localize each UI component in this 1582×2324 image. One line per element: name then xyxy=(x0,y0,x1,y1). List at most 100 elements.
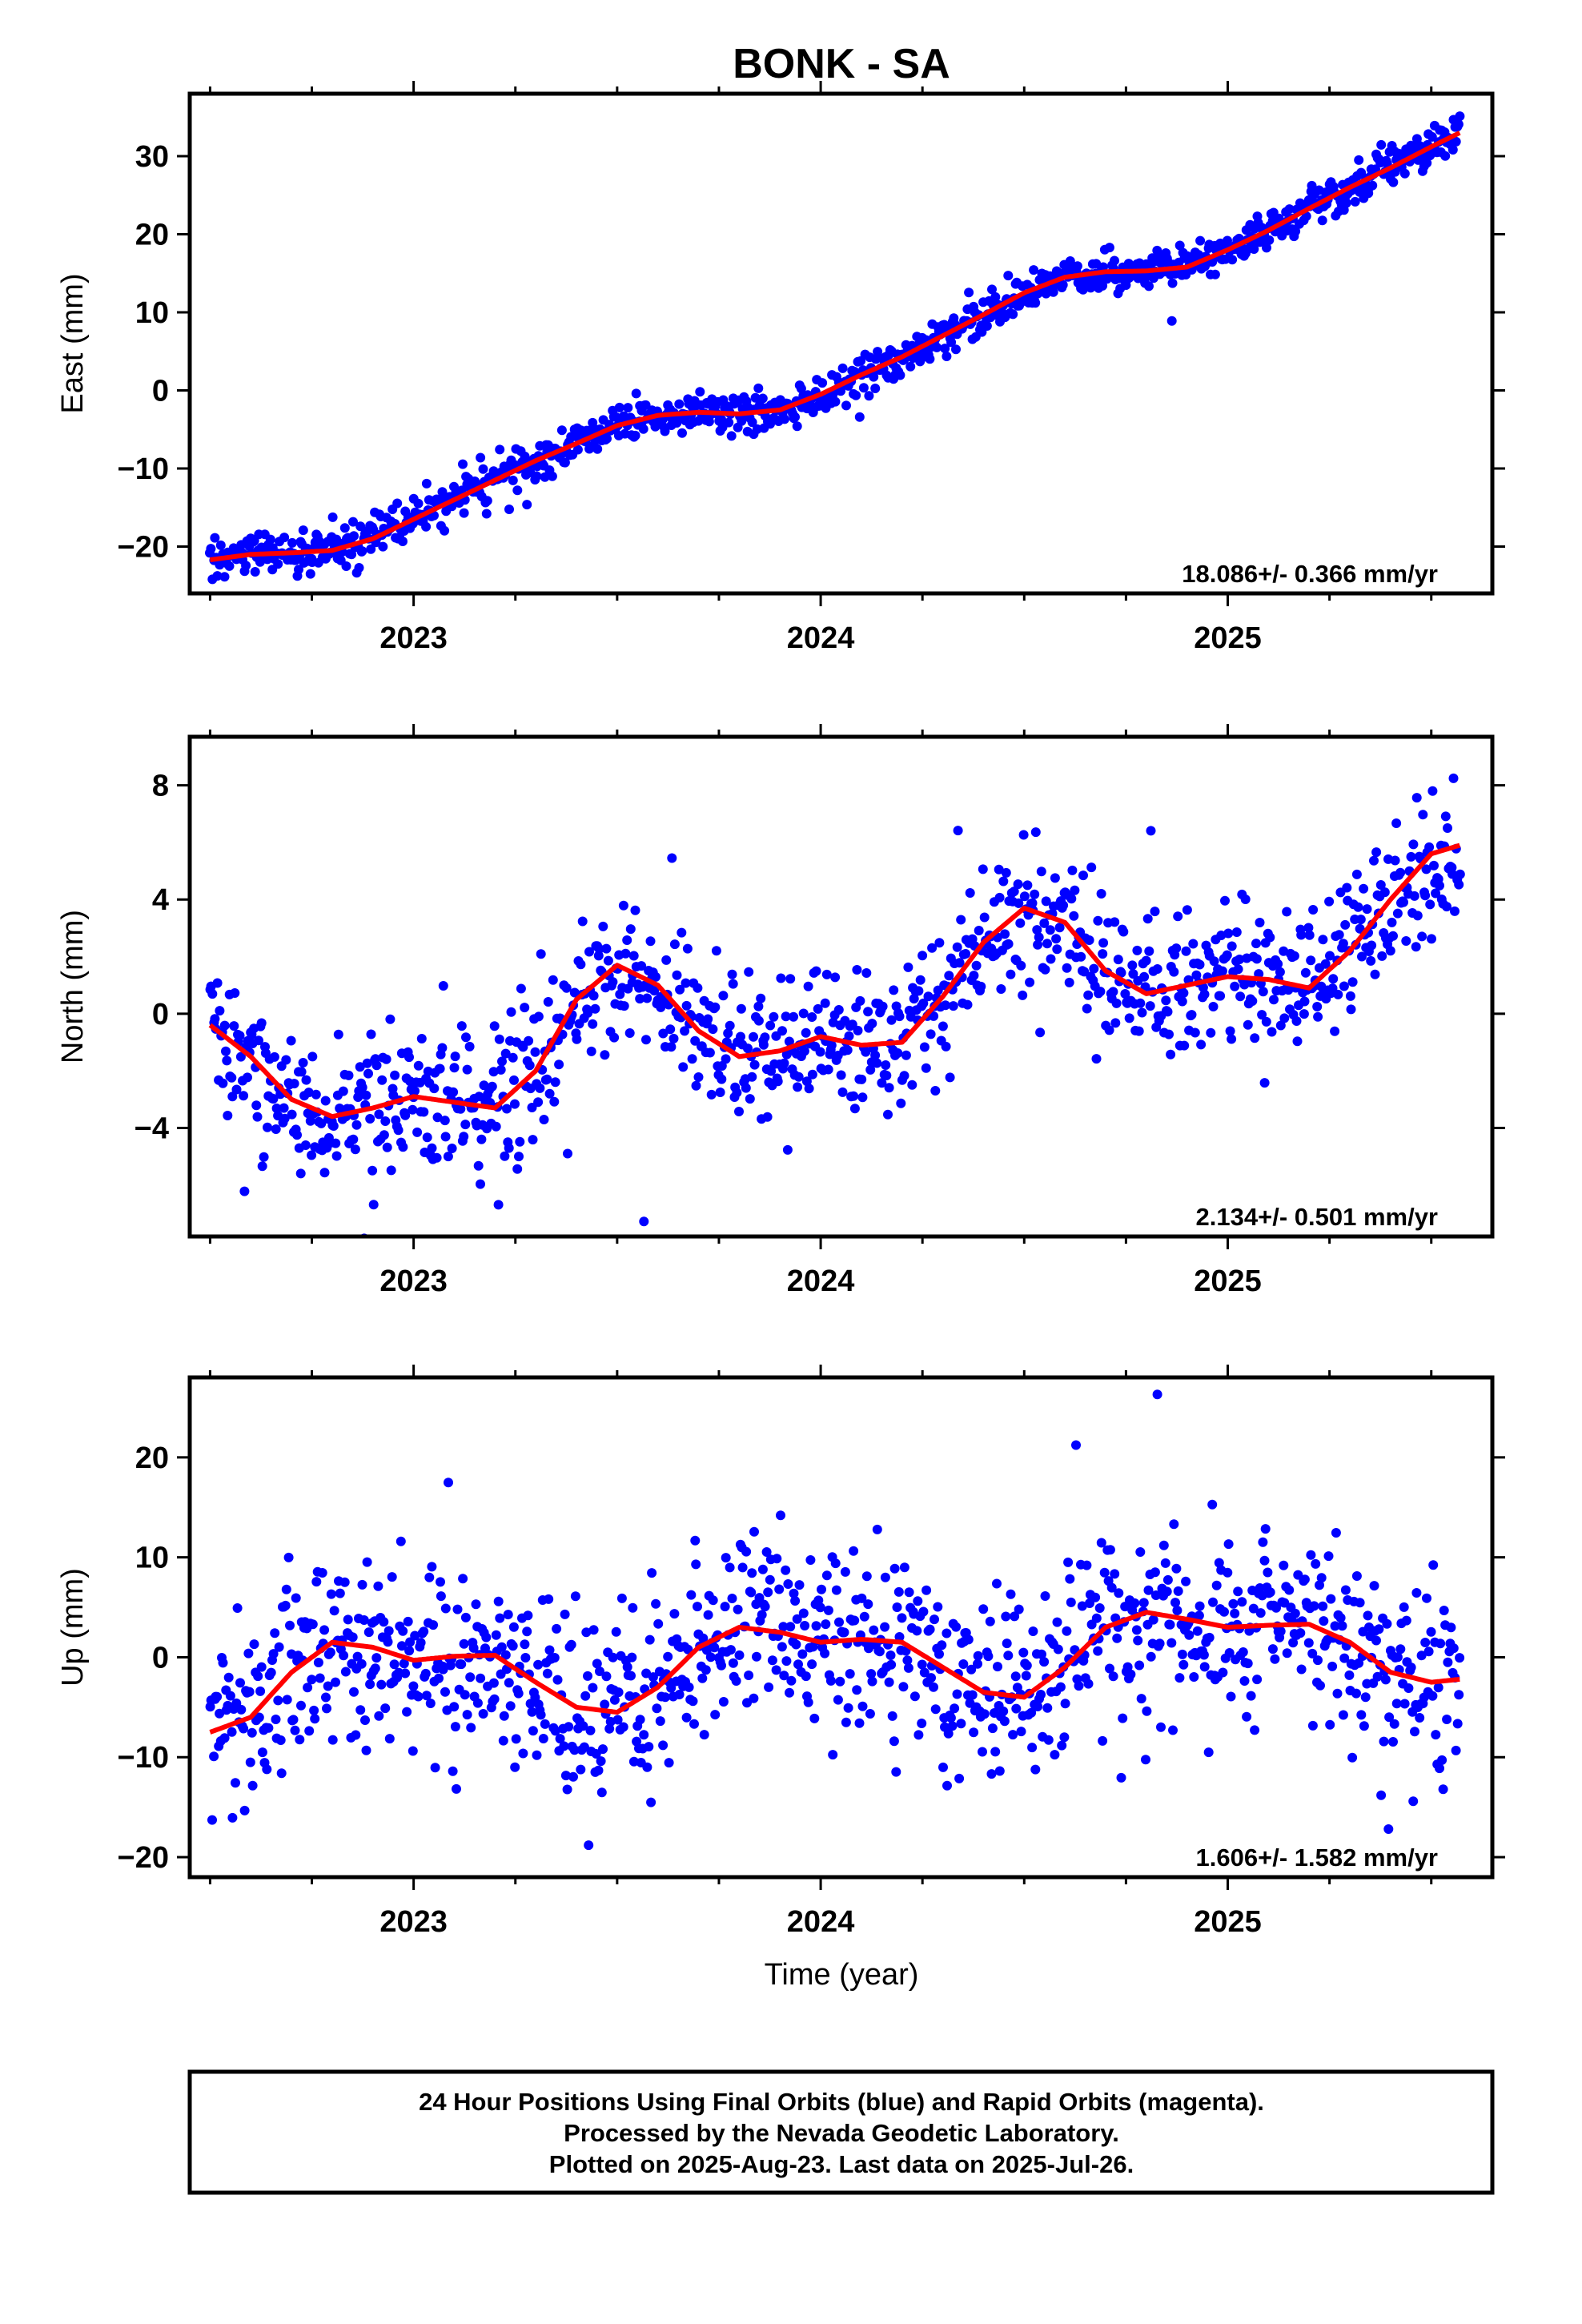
data-point xyxy=(303,1088,314,1098)
data-point xyxy=(1289,951,1299,961)
data-point xyxy=(279,533,290,543)
data-point xyxy=(1435,1638,1446,1649)
data-point xyxy=(780,414,789,424)
data-point xyxy=(287,537,297,548)
data-point xyxy=(398,1626,408,1636)
data-point xyxy=(749,1059,760,1070)
data-point xyxy=(1191,970,1202,980)
data-point xyxy=(386,1165,396,1176)
data-point xyxy=(428,1620,439,1630)
data-point xyxy=(1306,1550,1316,1560)
data-point xyxy=(1315,1680,1325,1691)
data-point xyxy=(999,1716,1010,1727)
data-point xyxy=(858,383,869,393)
data-point xyxy=(917,1659,927,1670)
data-point xyxy=(1084,935,1094,945)
data-point xyxy=(669,1609,680,1619)
data-point xyxy=(645,936,656,947)
data-point xyxy=(764,1682,774,1692)
data-point xyxy=(1126,1669,1136,1679)
data-point xyxy=(1417,931,1427,942)
data-point xyxy=(1053,1644,1063,1655)
data-point xyxy=(954,958,965,968)
data-point xyxy=(932,342,942,352)
data-point xyxy=(1018,830,1029,840)
data-point xyxy=(1454,1690,1464,1700)
data-point xyxy=(307,1150,317,1160)
data-point xyxy=(305,1116,315,1126)
data-point xyxy=(1318,1601,1328,1611)
data-point xyxy=(870,1050,881,1060)
data-point xyxy=(249,1639,259,1650)
data-point xyxy=(1142,1706,1152,1716)
data-point xyxy=(746,1587,757,1598)
data-point xyxy=(1440,151,1451,161)
data-point xyxy=(576,959,586,970)
data-point xyxy=(792,1614,802,1624)
data-point xyxy=(905,361,916,372)
data-point xyxy=(1181,946,1191,956)
data-point xyxy=(727,1594,737,1603)
data-point xyxy=(500,1650,511,1660)
y-tick-label: 30 xyxy=(135,140,169,174)
data-point xyxy=(1356,1710,1367,1720)
data-point xyxy=(883,1109,893,1120)
data-point xyxy=(520,1653,531,1663)
data-point xyxy=(219,1020,230,1031)
data-point xyxy=(1132,945,1142,955)
data-point xyxy=(1435,880,1444,891)
data-point xyxy=(347,549,357,560)
data-point xyxy=(522,1626,532,1637)
data-point xyxy=(456,1104,466,1114)
data-point xyxy=(1108,1671,1118,1682)
data-point xyxy=(628,951,639,961)
data-point xyxy=(718,991,729,1001)
data-point xyxy=(1130,1598,1140,1608)
data-point xyxy=(1199,1662,1210,1672)
data-point xyxy=(317,1568,327,1578)
data-point xyxy=(1282,907,1292,917)
data-point xyxy=(329,1606,339,1616)
data-point xyxy=(907,1080,917,1090)
data-point xyxy=(958,1659,969,1669)
data-point xyxy=(1083,990,1094,1000)
data-point xyxy=(790,412,800,422)
y-tick-label: 0 xyxy=(152,998,169,1031)
data-point xyxy=(1082,1560,1092,1570)
data-point xyxy=(800,1621,810,1630)
data-point xyxy=(969,1727,979,1738)
data-point xyxy=(1395,1644,1406,1655)
data-point xyxy=(1122,1662,1133,1672)
data-point xyxy=(658,1028,669,1039)
data-point xyxy=(354,563,364,573)
data-point xyxy=(298,1058,308,1068)
data-point xyxy=(915,975,926,985)
data-point xyxy=(303,1683,313,1693)
data-point xyxy=(813,1003,823,1014)
data-point xyxy=(622,935,632,945)
data-point xyxy=(1168,1725,1178,1735)
data-point xyxy=(402,1707,412,1717)
data-point xyxy=(239,1091,249,1101)
data-point xyxy=(893,1586,904,1597)
data-point xyxy=(1392,908,1403,919)
data-point xyxy=(1255,918,1265,927)
data-point xyxy=(620,948,631,959)
data-point xyxy=(1111,998,1122,1008)
data-point xyxy=(880,1572,890,1582)
data-point xyxy=(1380,1675,1391,1685)
data-point xyxy=(990,292,1001,302)
data-point xyxy=(465,1672,476,1683)
data-point xyxy=(1360,1692,1371,1703)
data-point xyxy=(236,1704,247,1715)
data-point xyxy=(744,967,754,977)
data-point xyxy=(498,1735,508,1746)
data-point xyxy=(257,1747,267,1758)
data-point xyxy=(664,1758,674,1768)
data-point xyxy=(1223,928,1234,939)
data-point xyxy=(1309,1601,1319,1611)
data-point xyxy=(235,1051,246,1062)
data-point xyxy=(849,1104,860,1114)
data-point xyxy=(896,1098,906,1108)
data-point xyxy=(884,1083,894,1093)
